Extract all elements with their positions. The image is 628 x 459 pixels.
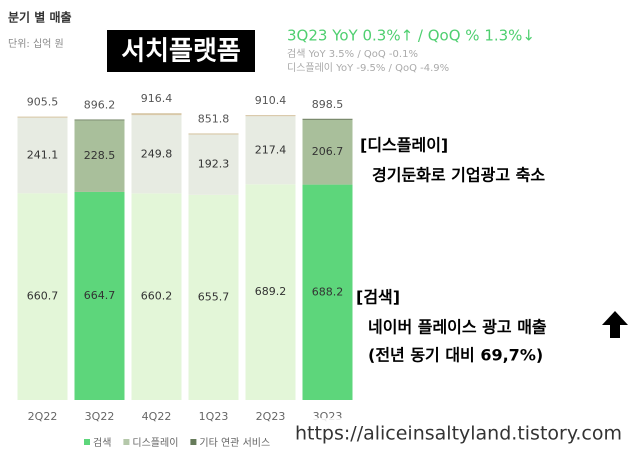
legend-swatch bbox=[190, 439, 197, 445]
badge: 서치플랫폼 bbox=[121, 37, 241, 67]
bar-segment bbox=[245, 115, 296, 117]
bar-segment bbox=[188, 194, 239, 400]
bar-segment bbox=[131, 115, 182, 194]
bar-segment bbox=[74, 191, 125, 400]
value-label: 228.5 bbox=[84, 149, 116, 162]
bar-segment bbox=[302, 119, 353, 185]
up-arrow bbox=[602, 311, 628, 338]
total-label: 905.5 bbox=[27, 96, 59, 109]
bar-segment bbox=[131, 193, 182, 400]
value-label: 688.2 bbox=[312, 285, 344, 298]
legend-label: 기타 연관 서비스 bbox=[199, 437, 270, 449]
bar-segment bbox=[131, 113, 182, 116]
x-tick-label: 4Q22 bbox=[142, 410, 172, 423]
value-label: 217.4 bbox=[255, 143, 287, 156]
legend-swatch bbox=[123, 439, 130, 445]
annotation: 네이버 플레이스 광고 매출 bbox=[368, 318, 547, 337]
value-label: 192.3 bbox=[198, 158, 230, 171]
value-label: 660.7 bbox=[27, 290, 59, 303]
legend-swatch bbox=[84, 439, 90, 445]
value-label: 655.7 bbox=[198, 290, 230, 303]
x-tick-label: 1Q23 bbox=[199, 410, 229, 423]
subline: 디스플레이 YoY -9.5% / QoQ -4.9% bbox=[287, 62, 449, 74]
annotation: [디스플레이] bbox=[360, 136, 448, 155]
x-tick-label: 2Q23 bbox=[256, 410, 286, 423]
value-label: 249.8 bbox=[141, 147, 173, 160]
total-label: 910.4 bbox=[255, 94, 287, 107]
value-label: 689.2 bbox=[255, 285, 287, 298]
subline: 검색 YoY 3.5% / QoQ -0.1% bbox=[287, 48, 418, 60]
value-label: 664.7 bbox=[84, 289, 116, 302]
legend-label: 검색 bbox=[93, 437, 111, 449]
watermark-bg bbox=[290, 418, 628, 450]
bar-segment bbox=[17, 116, 68, 118]
chart-title: 분기 별 매출 bbox=[8, 10, 72, 25]
bar-segment bbox=[74, 120, 125, 192]
bar-segment bbox=[302, 184, 353, 400]
bar-segment bbox=[188, 134, 239, 195]
bar-segment bbox=[17, 117, 68, 194]
headline: 3Q23 YoY 0.3%↑ / QoQ % 1.3%↓ bbox=[287, 27, 535, 45]
bar-segment bbox=[74, 119, 125, 121]
total-label: 898.5 bbox=[312, 98, 344, 111]
legend-label: 디스플레이 bbox=[132, 437, 178, 449]
badge-bg bbox=[107, 30, 255, 72]
value-label: 241.1 bbox=[27, 148, 59, 161]
bar-segment bbox=[188, 133, 239, 135]
annotation: (전년 동기 대비 69,7%) bbox=[368, 346, 543, 365]
x-tick-label: 2Q22 bbox=[28, 410, 58, 423]
value-label: 206.7 bbox=[312, 145, 344, 158]
bar-segment bbox=[245, 184, 296, 400]
bar-segment bbox=[302, 118, 353, 120]
total-label: 896.2 bbox=[84, 98, 116, 111]
annotation: 경기둔화로 기업광고 축소 bbox=[372, 166, 545, 185]
total-label: 851.8 bbox=[198, 112, 230, 125]
watermark: https://aliceinsaltyland.tistory.com bbox=[295, 423, 622, 445]
total-label: 916.4 bbox=[141, 92, 173, 105]
bar-segment bbox=[245, 116, 296, 185]
value-label: 660.2 bbox=[141, 290, 173, 303]
unit-label: 단위: 십억 원 bbox=[8, 37, 64, 50]
bar-segment bbox=[17, 193, 68, 400]
x-tick-label: 3Q22 bbox=[85, 410, 115, 423]
annotation: [검색] bbox=[356, 288, 400, 307]
